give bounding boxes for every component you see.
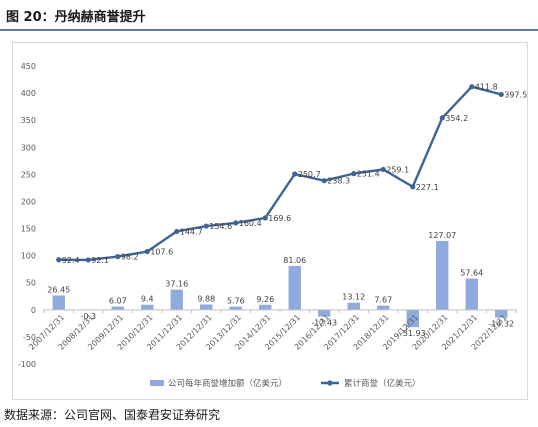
bar-data-label: 9.26 — [256, 295, 274, 304]
x-axis: 2007/12/312008/12/312009/12/312010/12/31… — [27, 309, 517, 352]
bar — [170, 289, 183, 310]
bar-data-label: 7.67 — [374, 296, 392, 305]
y-tick-label: 350 — [21, 116, 36, 125]
legend-line-marker — [327, 380, 333, 386]
bar — [141, 304, 154, 310]
y-tick-label: 100 — [21, 252, 36, 261]
line-point — [56, 257, 62, 263]
y-tick-label: 300 — [21, 143, 36, 152]
y-tick-label: 200 — [21, 197, 36, 206]
line-data-label: 154.6 — [209, 222, 232, 231]
line-path — [58, 85, 502, 262]
line-point — [498, 91, 504, 98]
bar — [229, 306, 242, 310]
chart-frame — [12, 42, 528, 400]
bar — [347, 302, 360, 310]
bar — [288, 265, 301, 310]
bar — [406, 309, 419, 328]
bar — [465, 278, 478, 310]
line-point — [144, 248, 150, 255]
line-labels: 92.4 92.1 98.2 107.6 144.7 154.6 160.4 169.6 250… — [62, 83, 527, 265]
y-tick-label: 450 — [21, 62, 36, 71]
y-tick-label: -50 — [23, 333, 36, 342]
y-tick-label: 400 — [21, 89, 36, 98]
bar — [259, 304, 272, 310]
line-point — [439, 115, 445, 121]
source-note: 数据来源：公司官网、国泰君安证券研究 — [4, 408, 221, 422]
bar — [111, 306, 124, 310]
bar-data-label: -12.43 — [311, 319, 337, 328]
bar — [495, 309, 508, 318]
y-tick-label: 150 — [21, 225, 36, 234]
bar-labels: 26.45 -0.3 6.07 9.4 37.16 9.88 5.76 9.26 81.06 -1… — [47, 231, 514, 338]
legend: 公司每年商誉增加额（亿美元） 累计商誉（亿美元） — [150, 378, 421, 389]
bar-data-label: 9.4 — [141, 295, 154, 304]
line-point — [115, 254, 121, 260]
legend-bar-swatch — [150, 380, 164, 386]
line-data-label: 259.1 — [386, 165, 409, 174]
bar-data-label: 81.06 — [283, 256, 306, 265]
line-data-label: 238.3 — [327, 177, 350, 186]
y-tick-label: -100 — [18, 360, 36, 369]
legend-bar-label: 公司每年商誉增加额（亿美元） — [168, 378, 287, 389]
y-axis: 450 400 350 300 250 200 150 100 50 0 -50 -100 — [18, 62, 36, 369]
bar-data-label: 57.64 — [460, 269, 483, 278]
line-data-label: 160.4 — [239, 219, 262, 228]
bar-data-label: -31.93 — [400, 329, 426, 338]
y-tick-label: 250 — [21, 170, 36, 179]
line-point — [174, 228, 180, 235]
line-data-label: 169.6 — [268, 214, 291, 223]
y-tick-label: 50 — [26, 279, 36, 288]
legend-line-label: 累计商誉（亿美元） — [344, 378, 421, 389]
line-data-label: 411.8 — [475, 83, 498, 92]
line-data-label: 227.1 — [416, 183, 439, 192]
line-data-label: 354.2 — [445, 114, 468, 123]
line-series — [56, 84, 504, 263]
y-tick-label: 0 — [31, 306, 36, 315]
line-point — [233, 220, 239, 226]
bar-data-label: -0.3 — [80, 312, 96, 321]
bar — [318, 309, 331, 317]
line-data-label: 251.4 — [357, 170, 380, 179]
line-data-label: 98.2 — [121, 253, 139, 262]
line-point — [262, 215, 268, 221]
line-point — [292, 171, 298, 177]
chart: 450 400 350 300 250 200 150 100 50 0 -50 -100 26.45… — [18, 62, 527, 389]
bar — [377, 305, 390, 310]
line-data-label: 92.4 — [62, 256, 80, 265]
bar — [436, 240, 449, 310]
line-point — [351, 171, 357, 177]
line-data-label: 92.1 — [91, 256, 109, 265]
line-data-label: 144.7 — [180, 227, 203, 236]
line-data-label: 107.6 — [150, 248, 173, 257]
title-rule — [0, 29, 538, 31]
line-data-label: 397.5 — [504, 90, 527, 99]
bar-series — [52, 240, 508, 328]
bar-data-label: 6.07 — [109, 297, 127, 306]
line-data-label: 250.7 — [298, 170, 321, 179]
bar-data-label: 26.45 — [47, 285, 70, 294]
bar-data-label: 9.88 — [197, 294, 215, 303]
line-point — [85, 257, 91, 263]
bar-data-label: -14.32 — [488, 320, 514, 329]
line-point — [321, 178, 327, 184]
bar-data-label: 37.16 — [165, 280, 188, 289]
bar — [52, 295, 65, 310]
bar-data-label: 13.12 — [342, 293, 365, 302]
figure-title: 图 20：丹纳赫商誉提升 — [6, 10, 146, 25]
bar — [200, 304, 213, 310]
bar-data-label: 5.76 — [227, 297, 245, 306]
line-point — [203, 223, 209, 229]
bar-data-label: 127.07 — [428, 231, 456, 240]
line-point — [410, 184, 416, 190]
line-point — [469, 84, 475, 90]
line-point — [380, 166, 386, 173]
